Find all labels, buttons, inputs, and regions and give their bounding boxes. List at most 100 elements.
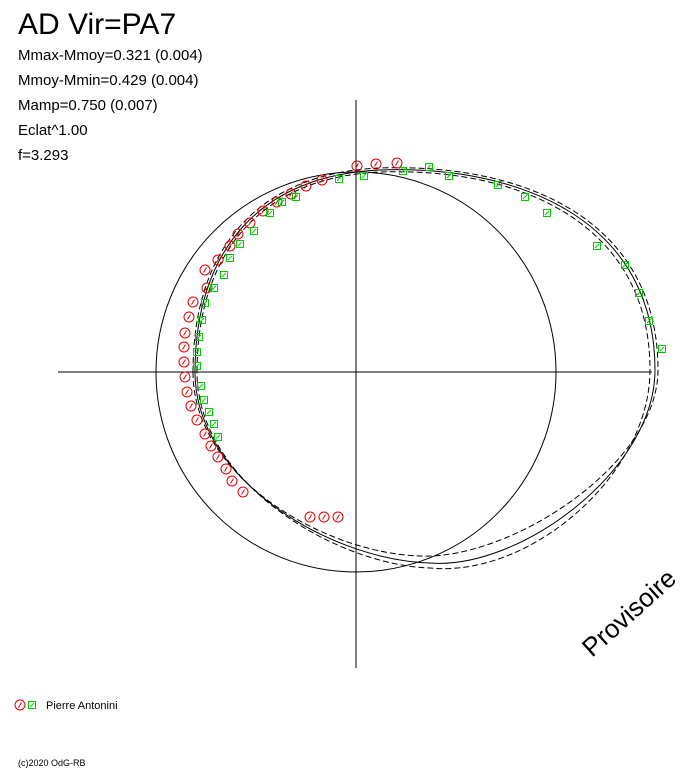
point — [201, 282, 213, 294]
point — [351, 160, 363, 172]
point-tick — [320, 177, 324, 183]
point-square — [220, 271, 228, 279]
point-circle — [237, 486, 249, 498]
point-tick — [248, 220, 252, 226]
point — [210, 284, 218, 292]
point-tick — [201, 397, 207, 403]
point — [212, 254, 224, 266]
point — [183, 311, 195, 323]
point — [224, 240, 236, 252]
point — [292, 193, 300, 201]
point-square — [360, 172, 368, 180]
point-tick — [395, 160, 399, 166]
point-tick — [622, 262, 628, 268]
point-tick — [183, 374, 187, 380]
point-tick — [355, 163, 359, 169]
chart-title: AD Vir=PA7 — [18, 8, 176, 41]
point-tick — [322, 514, 326, 520]
point — [210, 420, 218, 428]
point-square — [543, 209, 551, 217]
fit-curve — [196, 171, 651, 570]
point-tick — [361, 173, 367, 179]
point-tick — [211, 285, 217, 291]
point-tick — [336, 176, 342, 182]
point — [257, 205, 269, 217]
point-tick — [205, 285, 209, 291]
point — [201, 299, 209, 307]
point-tick — [236, 231, 240, 237]
point — [187, 296, 199, 308]
point-tick — [446, 173, 452, 179]
point — [593, 242, 601, 250]
annotation: f=3.293 — [18, 147, 68, 164]
point-square — [658, 345, 666, 353]
point — [237, 486, 249, 498]
point — [250, 227, 258, 235]
point-square — [226, 254, 234, 262]
point-square — [210, 420, 218, 428]
point — [200, 396, 208, 404]
annotation: Mmax-Mmoy=0.321 (0.004) — [18, 47, 203, 64]
point-tick — [215, 434, 221, 440]
point-circle — [212, 451, 224, 463]
point-tick — [237, 241, 243, 247]
point — [199, 264, 211, 276]
point — [179, 327, 191, 339]
point-square — [635, 289, 643, 297]
point — [226, 254, 234, 262]
fit-curve — [194, 169, 656, 564]
point — [226, 475, 238, 487]
point-tick — [216, 257, 220, 263]
point-tick — [182, 359, 186, 365]
point-square — [210, 284, 218, 292]
point-circle — [179, 327, 191, 339]
point-circle — [351, 160, 363, 172]
point-square — [193, 348, 201, 356]
point-square — [621, 261, 629, 269]
point-circle — [224, 240, 236, 252]
point — [198, 316, 206, 324]
point — [179, 371, 191, 383]
point-circle — [332, 511, 344, 523]
point-circle — [370, 158, 382, 170]
point-square — [198, 316, 206, 324]
point-tick — [636, 290, 642, 296]
point-tick — [203, 267, 207, 273]
point — [214, 433, 222, 441]
point — [178, 356, 190, 368]
point — [335, 175, 343, 183]
point-square — [521, 193, 529, 201]
fit-curve — [192, 167, 659, 557]
annotation: Mmoy-Mmin=0.429 (0.004) — [18, 72, 198, 89]
point-square — [193, 362, 201, 370]
point-circle — [178, 341, 190, 353]
point-tick — [209, 443, 213, 449]
point-tick — [185, 389, 189, 395]
point — [658, 345, 666, 353]
point — [193, 348, 201, 356]
point-circle — [179, 371, 191, 383]
point-square — [197, 382, 205, 390]
point-square — [28, 701, 36, 709]
point-circle — [391, 157, 403, 169]
point-circle — [183, 311, 195, 323]
point — [181, 386, 193, 398]
point-circle — [220, 463, 232, 475]
point-square — [494, 181, 502, 189]
annotation: Mamp=0.750 (0.007) — [18, 97, 158, 114]
point-tick — [426, 164, 432, 170]
point — [205, 440, 217, 452]
point-tick — [261, 208, 265, 214]
point-tick — [194, 363, 200, 369]
point-tick — [199, 317, 205, 323]
point — [193, 362, 201, 370]
point-circle — [205, 440, 217, 452]
point-circle — [257, 205, 269, 217]
point-tick — [304, 183, 308, 189]
point-tick — [336, 514, 340, 520]
point-tick — [195, 417, 199, 423]
point — [300, 180, 312, 192]
point-tick — [198, 383, 204, 389]
point — [494, 181, 502, 189]
